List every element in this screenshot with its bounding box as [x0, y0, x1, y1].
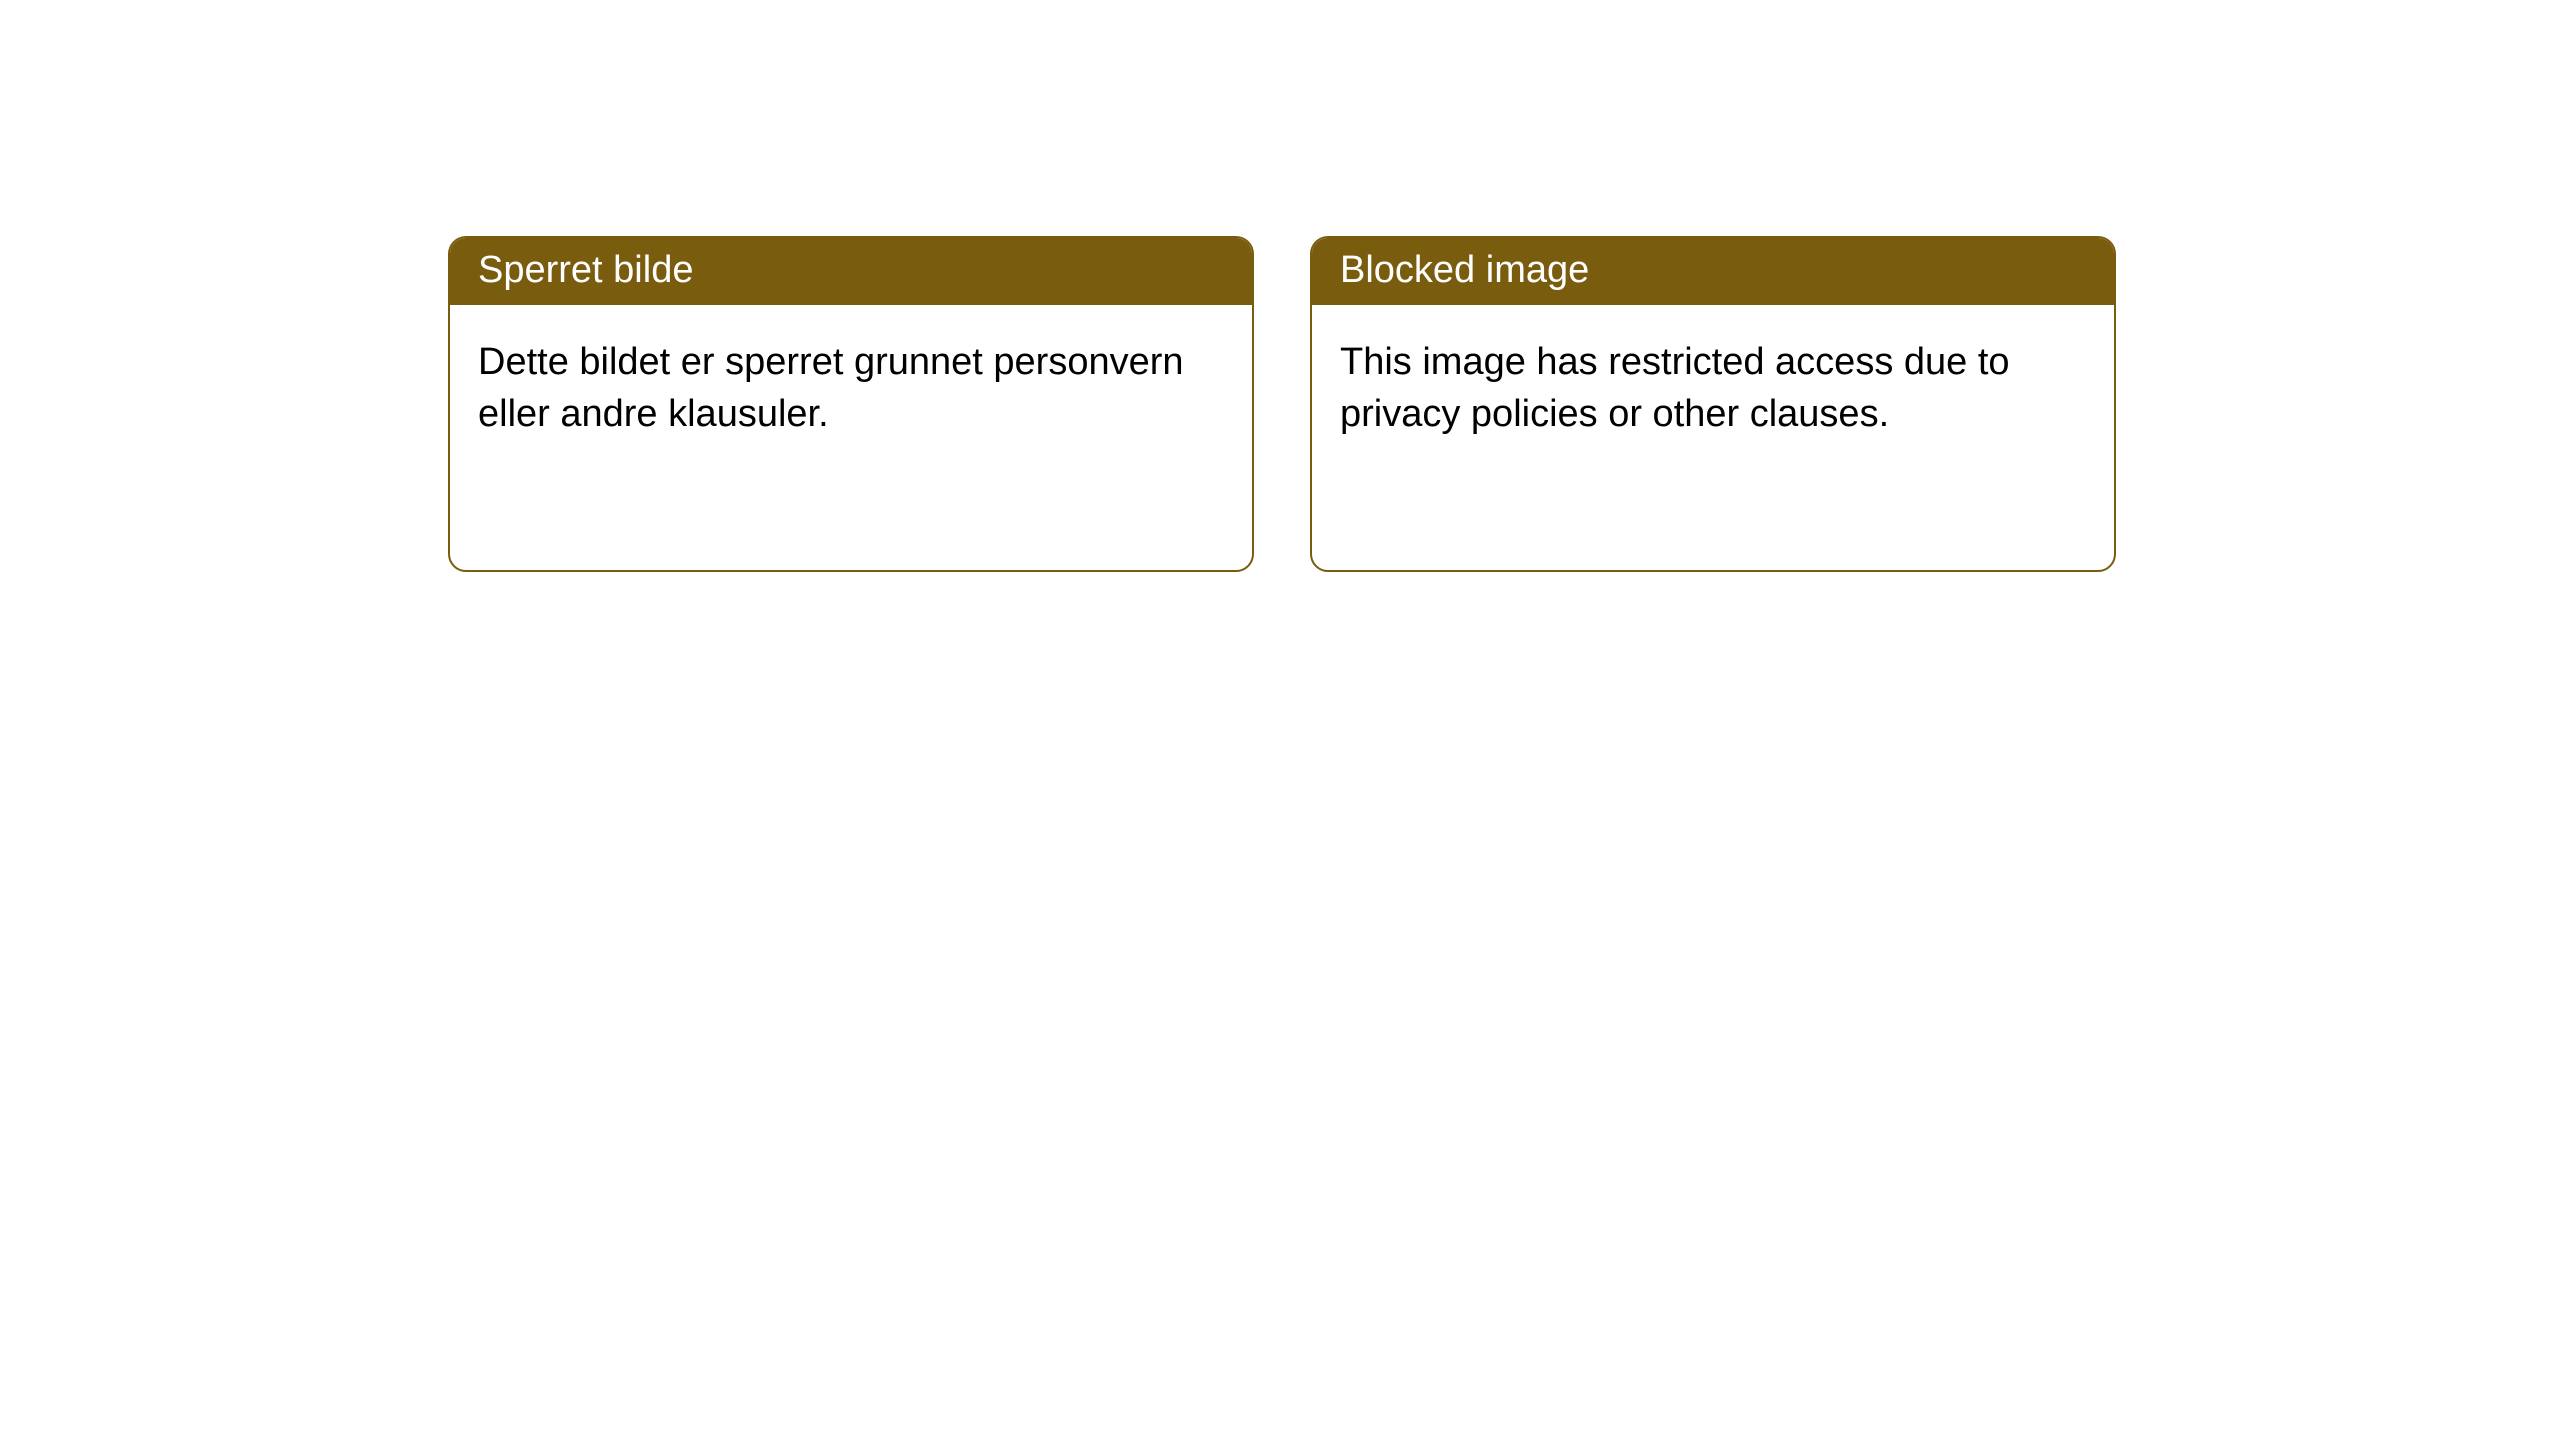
notice-card-norwegian: Sperret bilde Dette bildet er sperret gr…: [448, 236, 1254, 572]
notice-header-norwegian: Sperret bilde: [450, 238, 1252, 305]
notice-card-english: Blocked image This image has restricted …: [1310, 236, 2116, 572]
notice-container: Sperret bilde Dette bildet er sperret gr…: [448, 236, 2116, 572]
notice-body-english: This image has restricted access due to …: [1312, 305, 2114, 472]
notice-body-norwegian: Dette bildet er sperret grunnet personve…: [450, 305, 1252, 472]
notice-header-english: Blocked image: [1312, 238, 2114, 305]
